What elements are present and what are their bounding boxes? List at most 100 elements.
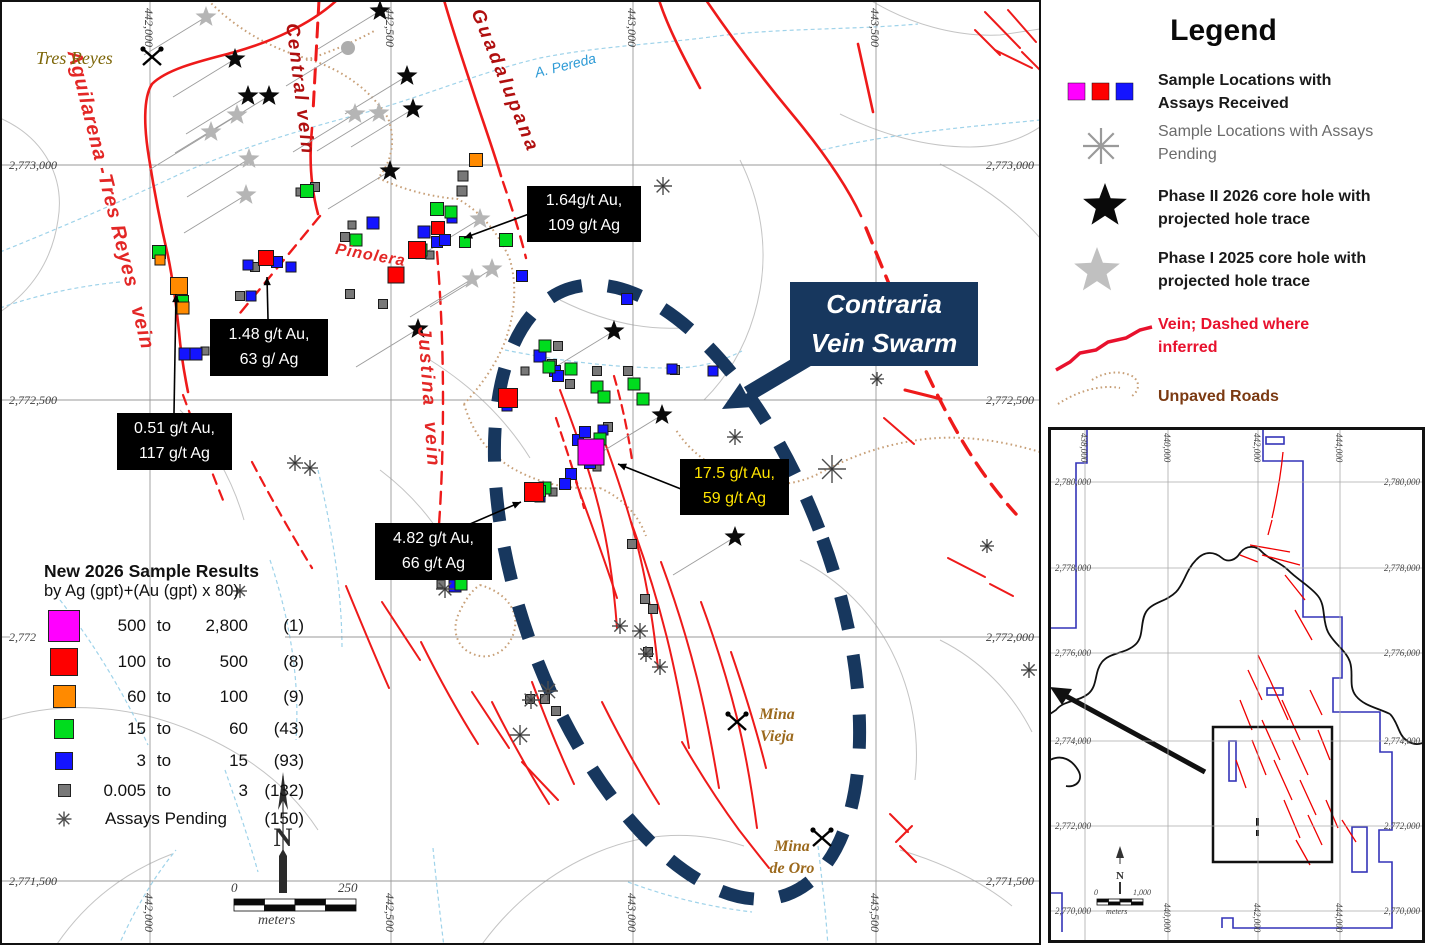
sample-green bbox=[590, 380, 604, 394]
assay-pending-marker bbox=[308, 466, 312, 470]
assay-pending-marker bbox=[638, 629, 642, 633]
sample-gray bbox=[565, 379, 575, 389]
legend-sample-square bbox=[1067, 82, 1086, 101]
sample-blue bbox=[707, 365, 719, 377]
inset-scale-unit: meters bbox=[1106, 907, 1128, 916]
sample-legend-row: 15 to 60 (43) bbox=[44, 713, 344, 745]
inset-mine-mark bbox=[1256, 830, 1259, 836]
main-map-border bbox=[0, 0, 1041, 945]
sample-orange bbox=[154, 254, 166, 266]
assay-pending-marker bbox=[1027, 668, 1031, 672]
mine-icon bbox=[810, 827, 834, 847]
sample-legend-row: Assays Pending (150) bbox=[44, 805, 344, 833]
legend-item-vein: Vein; Dashed where inferred bbox=[1158, 316, 1310, 356]
place-label: A. Pereda bbox=[533, 49, 598, 81]
sample-green bbox=[444, 205, 458, 219]
phase1-corehole-marker bbox=[200, 121, 222, 141]
phase2-corehole-marker bbox=[651, 404, 673, 424]
place-label: Mina Vieja bbox=[759, 706, 795, 745]
assay-pending-marker bbox=[985, 544, 989, 548]
phase2-corehole-marker bbox=[724, 526, 746, 546]
assays-pending-icon bbox=[1083, 128, 1119, 164]
grid-label-x-top: 442,000 bbox=[142, 8, 156, 47]
legend-sample-square bbox=[1115, 82, 1134, 101]
vein-label: Central vein bbox=[281, 22, 319, 157]
assay-callout: 1.48 g/t Au, 63 g/ Ag bbox=[210, 319, 328, 376]
sample-gray bbox=[592, 366, 602, 376]
inset-veins bbox=[1235, 451, 1357, 866]
corehole-circle-marker bbox=[341, 41, 355, 55]
sample-orange bbox=[469, 153, 483, 167]
legend-title: Legend bbox=[1170, 14, 1277, 47]
inset-grid-label: 2,778,000 bbox=[1055, 563, 1091, 573]
hole-trace bbox=[672, 536, 736, 576]
sample-green bbox=[542, 360, 556, 374]
phase2-corehole-marker bbox=[407, 318, 429, 338]
hole-trace bbox=[317, 10, 381, 50]
legend-item-unpaved-roads: Unpaved Roads bbox=[1158, 388, 1279, 405]
sample-legend-row: 3 to 15 (93) bbox=[44, 745, 344, 776]
legend-item-assays-received: Sample Locations with Assays Received bbox=[1158, 72, 1332, 112]
sample-green bbox=[300, 184, 314, 198]
phase1-corehole-marker bbox=[344, 103, 366, 123]
inset-grid-label: 444,000 bbox=[1334, 433, 1344, 463]
place-label: Tres Reyes bbox=[36, 48, 113, 68]
sample-gray bbox=[623, 366, 633, 376]
sample-legend-rows: 500 to 2,800 (1) 100 to 500 (8) 60 to 100 (9) 15 to 60… bbox=[44, 607, 344, 833]
phase1-corehole-marker bbox=[238, 148, 260, 168]
inset-north-arrow: N bbox=[1096, 846, 1144, 906]
hole-trace bbox=[148, 131, 212, 171]
grid-label-x-top: 443,500 bbox=[868, 8, 882, 47]
sample-blue bbox=[245, 290, 257, 302]
grid-label-y-left: 2,771,500 bbox=[9, 874, 57, 888]
hole-trace bbox=[186, 158, 250, 198]
phase1-corehole-marker bbox=[226, 104, 248, 124]
assay-pending-marker bbox=[661, 184, 665, 188]
sample-gray bbox=[347, 220, 357, 230]
phase2-corehole-marker bbox=[258, 85, 280, 105]
inset-grid-label: 2,780,000 bbox=[1055, 477, 1091, 487]
sample-red bbox=[431, 221, 445, 235]
sample-gray bbox=[520, 366, 530, 376]
grid-label-y-left: 2,773,000 bbox=[9, 158, 57, 172]
svg-text:N: N bbox=[274, 823, 293, 852]
mine-icon bbox=[725, 711, 749, 731]
legend-item-phase2-corehole: Phase II 2026 core hole with projected h… bbox=[1158, 188, 1371, 228]
hole-trace bbox=[551, 330, 615, 370]
veins-dashed bbox=[181, 2, 1018, 570]
grid-label-y-left: 2,772 bbox=[9, 630, 36, 644]
sample-blue bbox=[666, 363, 678, 375]
scale-label-0: 0 bbox=[231, 880, 238, 895]
phase2-corehole-marker bbox=[224, 48, 246, 68]
hole-trace bbox=[599, 414, 663, 454]
sample-gray bbox=[627, 539, 637, 549]
assay-pending-marker bbox=[830, 467, 834, 471]
hole-trace bbox=[285, 47, 349, 87]
sample-gray bbox=[551, 706, 561, 716]
callout-arrowhead bbox=[263, 277, 271, 286]
sample-blue bbox=[242, 259, 254, 271]
assay-pending-marker bbox=[238, 589, 242, 593]
vein-label: Guadalupana bbox=[466, 6, 544, 157]
inset-grid-label: 440,000 bbox=[1162, 903, 1172, 933]
sample-green bbox=[597, 390, 611, 404]
inset-scale-0: 0 bbox=[1094, 888, 1098, 897]
inset-grid-label: 438,000 bbox=[1079, 433, 1089, 463]
assays-pending-icon bbox=[1087, 132, 1115, 160]
inset-grid-label: 2,770,000 bbox=[1055, 906, 1091, 916]
callout-arrowhead bbox=[172, 294, 180, 303]
assay-pending-marker bbox=[443, 587, 447, 591]
inset-grid-label: 440,000 bbox=[1162, 433, 1172, 463]
grid-label-x-bottom: 443,500 bbox=[868, 893, 882, 932]
hole-trace bbox=[185, 95, 249, 135]
sample-gray bbox=[456, 185, 468, 197]
sample-blue bbox=[189, 347, 203, 361]
grid-label-x-bottom: 442,500 bbox=[383, 893, 397, 932]
assay-pending-marker bbox=[644, 652, 648, 656]
svg-text:N: N bbox=[1116, 870, 1124, 882]
inset-mine-mark bbox=[1256, 818, 1259, 826]
sample-green bbox=[349, 233, 363, 247]
assay-pending-marker bbox=[618, 624, 622, 628]
